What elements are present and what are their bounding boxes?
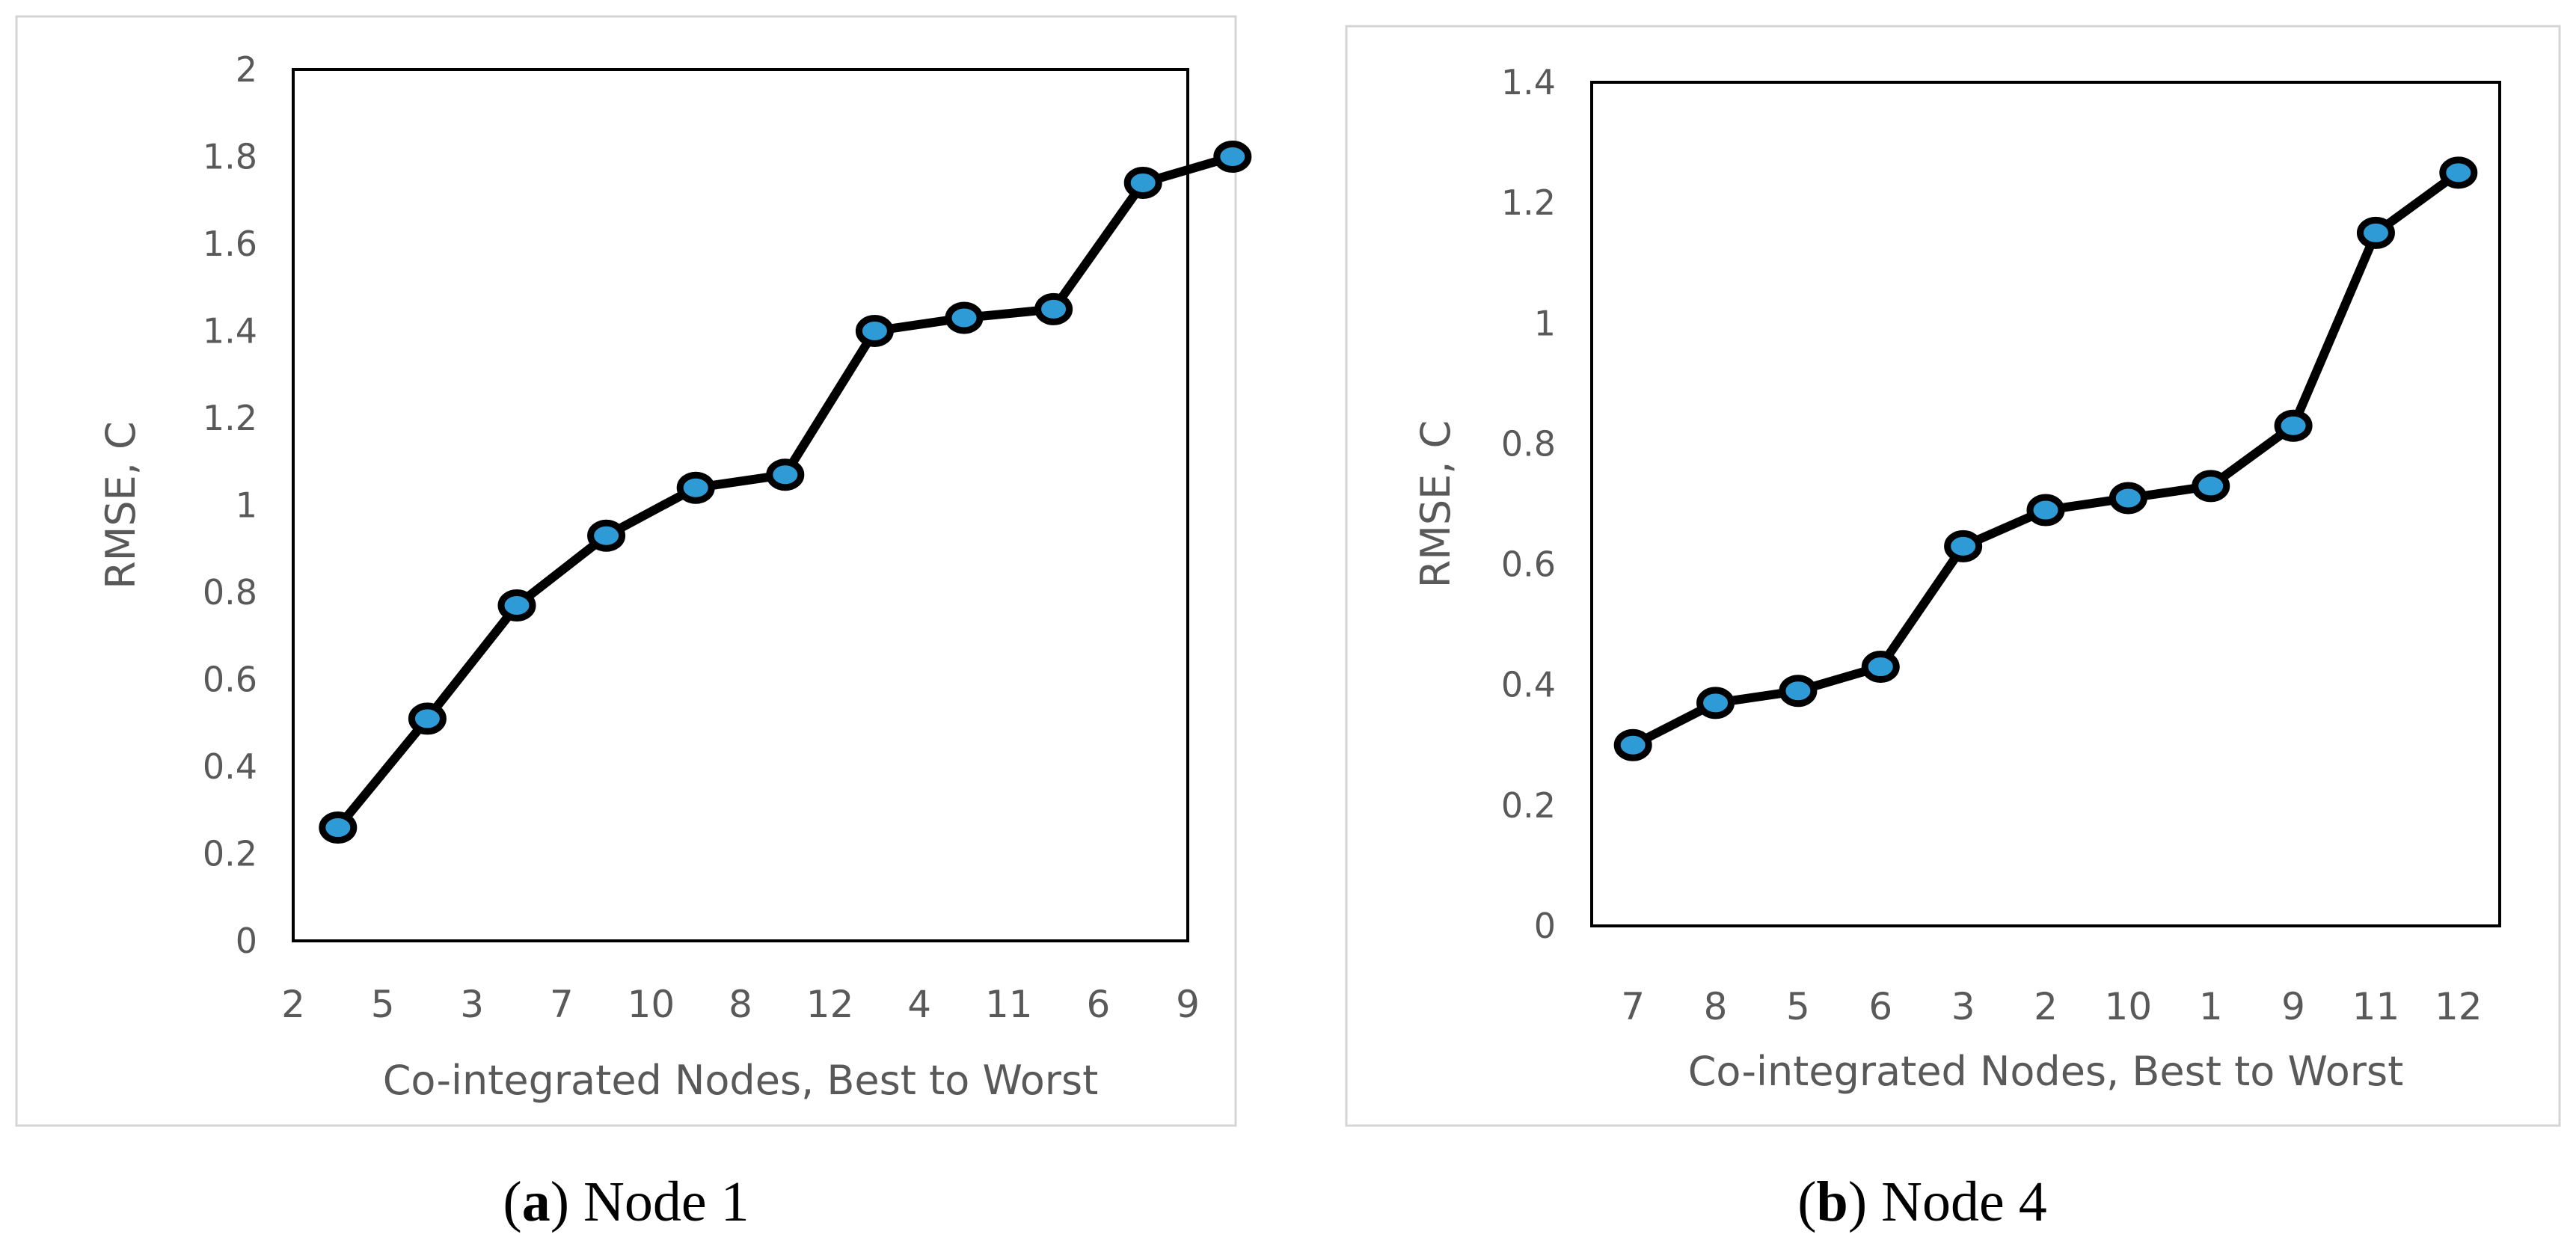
data-point bbox=[2439, 156, 2478, 189]
y-tick-label: 0.6 bbox=[203, 660, 257, 700]
y-tick-label: 0 bbox=[236, 921, 257, 961]
x-tick-label: 10 bbox=[628, 983, 675, 1026]
y-tick-label: 1.4 bbox=[1501, 62, 1556, 102]
x-axis-title: Co-integrated Nodes, Best to Worst bbox=[383, 1057, 1099, 1104]
data-point bbox=[2109, 482, 2147, 515]
x-tick-label: 4 bbox=[907, 983, 931, 1026]
data-point bbox=[2274, 409, 2313, 442]
caption-text: Node 1 bbox=[583, 1170, 749, 1233]
x-tick-label: 9 bbox=[1176, 983, 1200, 1026]
data-point bbox=[2026, 494, 2065, 527]
y-tick-label: 1 bbox=[1534, 303, 1556, 343]
x-tick-label: 6 bbox=[1086, 983, 1110, 1026]
caption-text: Node 4 bbox=[1881, 1170, 2047, 1233]
y-tick-label: 0.8 bbox=[1501, 423, 1556, 464]
data-point bbox=[1861, 651, 1900, 684]
y-tick-label: 0.4 bbox=[203, 746, 257, 787]
data-point bbox=[1123, 166, 1162, 199]
plot-area bbox=[292, 68, 1189, 942]
data-point bbox=[1696, 687, 1735, 719]
y-tick-label: 0.4 bbox=[1501, 665, 1556, 705]
x-tick-label: 2 bbox=[2034, 985, 2058, 1028]
y-tick-label: 0.2 bbox=[1501, 785, 1556, 826]
chart-frame bbox=[1345, 25, 2561, 1127]
y-tick-label: 0.6 bbox=[1501, 544, 1556, 585]
data-point bbox=[855, 315, 894, 347]
caption-letter: b bbox=[1817, 1170, 1848, 1233]
x-tick-label: 12 bbox=[2435, 985, 2483, 1028]
x-tick-label: 7 bbox=[1621, 985, 1645, 1028]
data-point bbox=[1613, 728, 1652, 761]
plot-area bbox=[1590, 81, 2501, 927]
data-point bbox=[1034, 292, 1073, 325]
data-point bbox=[766, 458, 805, 491]
x-tick-label: 11 bbox=[985, 983, 1033, 1026]
x-tick-label: 9 bbox=[2281, 985, 2305, 1028]
data-point bbox=[2192, 470, 2230, 503]
x-tick-label: 8 bbox=[1704, 985, 1728, 1028]
x-tick-label: 11 bbox=[2352, 985, 2400, 1028]
data-point bbox=[497, 589, 536, 622]
panel-caption: (b) Node 4 bbox=[1797, 1170, 2047, 1233]
data-point bbox=[1213, 141, 1252, 173]
panel-caption: (a) Node 1 bbox=[503, 1170, 749, 1233]
x-tick-label: 3 bbox=[460, 983, 484, 1026]
chart-panel-11-1: 0 0.2 0.4 0.6 0.8 1 1.2 1.4 7 8 5 6 3 2 10 1 9 11 12 Co-int… bbox=[1345, 25, 2561, 1233]
y-tick-label: 1 bbox=[236, 485, 257, 526]
x-tick-label: 5 bbox=[1786, 985, 1810, 1028]
data-point bbox=[2356, 216, 2395, 249]
chart-frame bbox=[15, 15, 1237, 1127]
y-axis-title: RMSE, C bbox=[97, 421, 144, 589]
x-tick-label: 10 bbox=[2105, 985, 2153, 1028]
data-point bbox=[408, 702, 447, 735]
x-tick-label: 5 bbox=[371, 983, 395, 1026]
data-point bbox=[587, 519, 626, 552]
x-axis-title: Co-integrated Nodes, Best to Worst bbox=[1688, 1048, 2404, 1095]
y-tick-label: 1.8 bbox=[203, 137, 257, 177]
data-point bbox=[676, 471, 715, 504]
data-point bbox=[1944, 530, 1983, 562]
y-tick-label: 1.2 bbox=[203, 398, 257, 438]
y-axis-title: RMSE, C bbox=[1412, 420, 1459, 589]
y-tick-label: 1.6 bbox=[203, 224, 257, 264]
x-tick-label: 1 bbox=[2199, 985, 2223, 1028]
y-tick-label: 0 bbox=[1534, 906, 1556, 946]
y-tick-label: 0.8 bbox=[203, 572, 257, 613]
caption-letter: a bbox=[522, 1170, 551, 1233]
x-tick-label: 3 bbox=[1951, 985, 1975, 1028]
data-point bbox=[1779, 675, 1818, 708]
chart-panel-11-0: 0 0.2 0.4 0.6 0.8 1 1.2 1.4 1.6 1.8 2 2 5 3 7 10 8 12 4 11 6… bbox=[15, 15, 1252, 1233]
y-tick-label: 1.4 bbox=[203, 311, 257, 352]
data-point bbox=[945, 301, 984, 334]
x-tick-label: 8 bbox=[729, 983, 752, 1026]
x-tick-label: 12 bbox=[806, 983, 854, 1026]
y-tick-label: 2 bbox=[236, 49, 257, 90]
x-tick-label: 7 bbox=[550, 983, 574, 1026]
x-tick-label: 2 bbox=[281, 983, 305, 1026]
y-tick-label: 1.2 bbox=[1501, 182, 1556, 223]
y-tick-label: 0.2 bbox=[203, 834, 257, 874]
x-tick-label: 6 bbox=[1868, 985, 1892, 1028]
data-point bbox=[319, 811, 358, 844]
